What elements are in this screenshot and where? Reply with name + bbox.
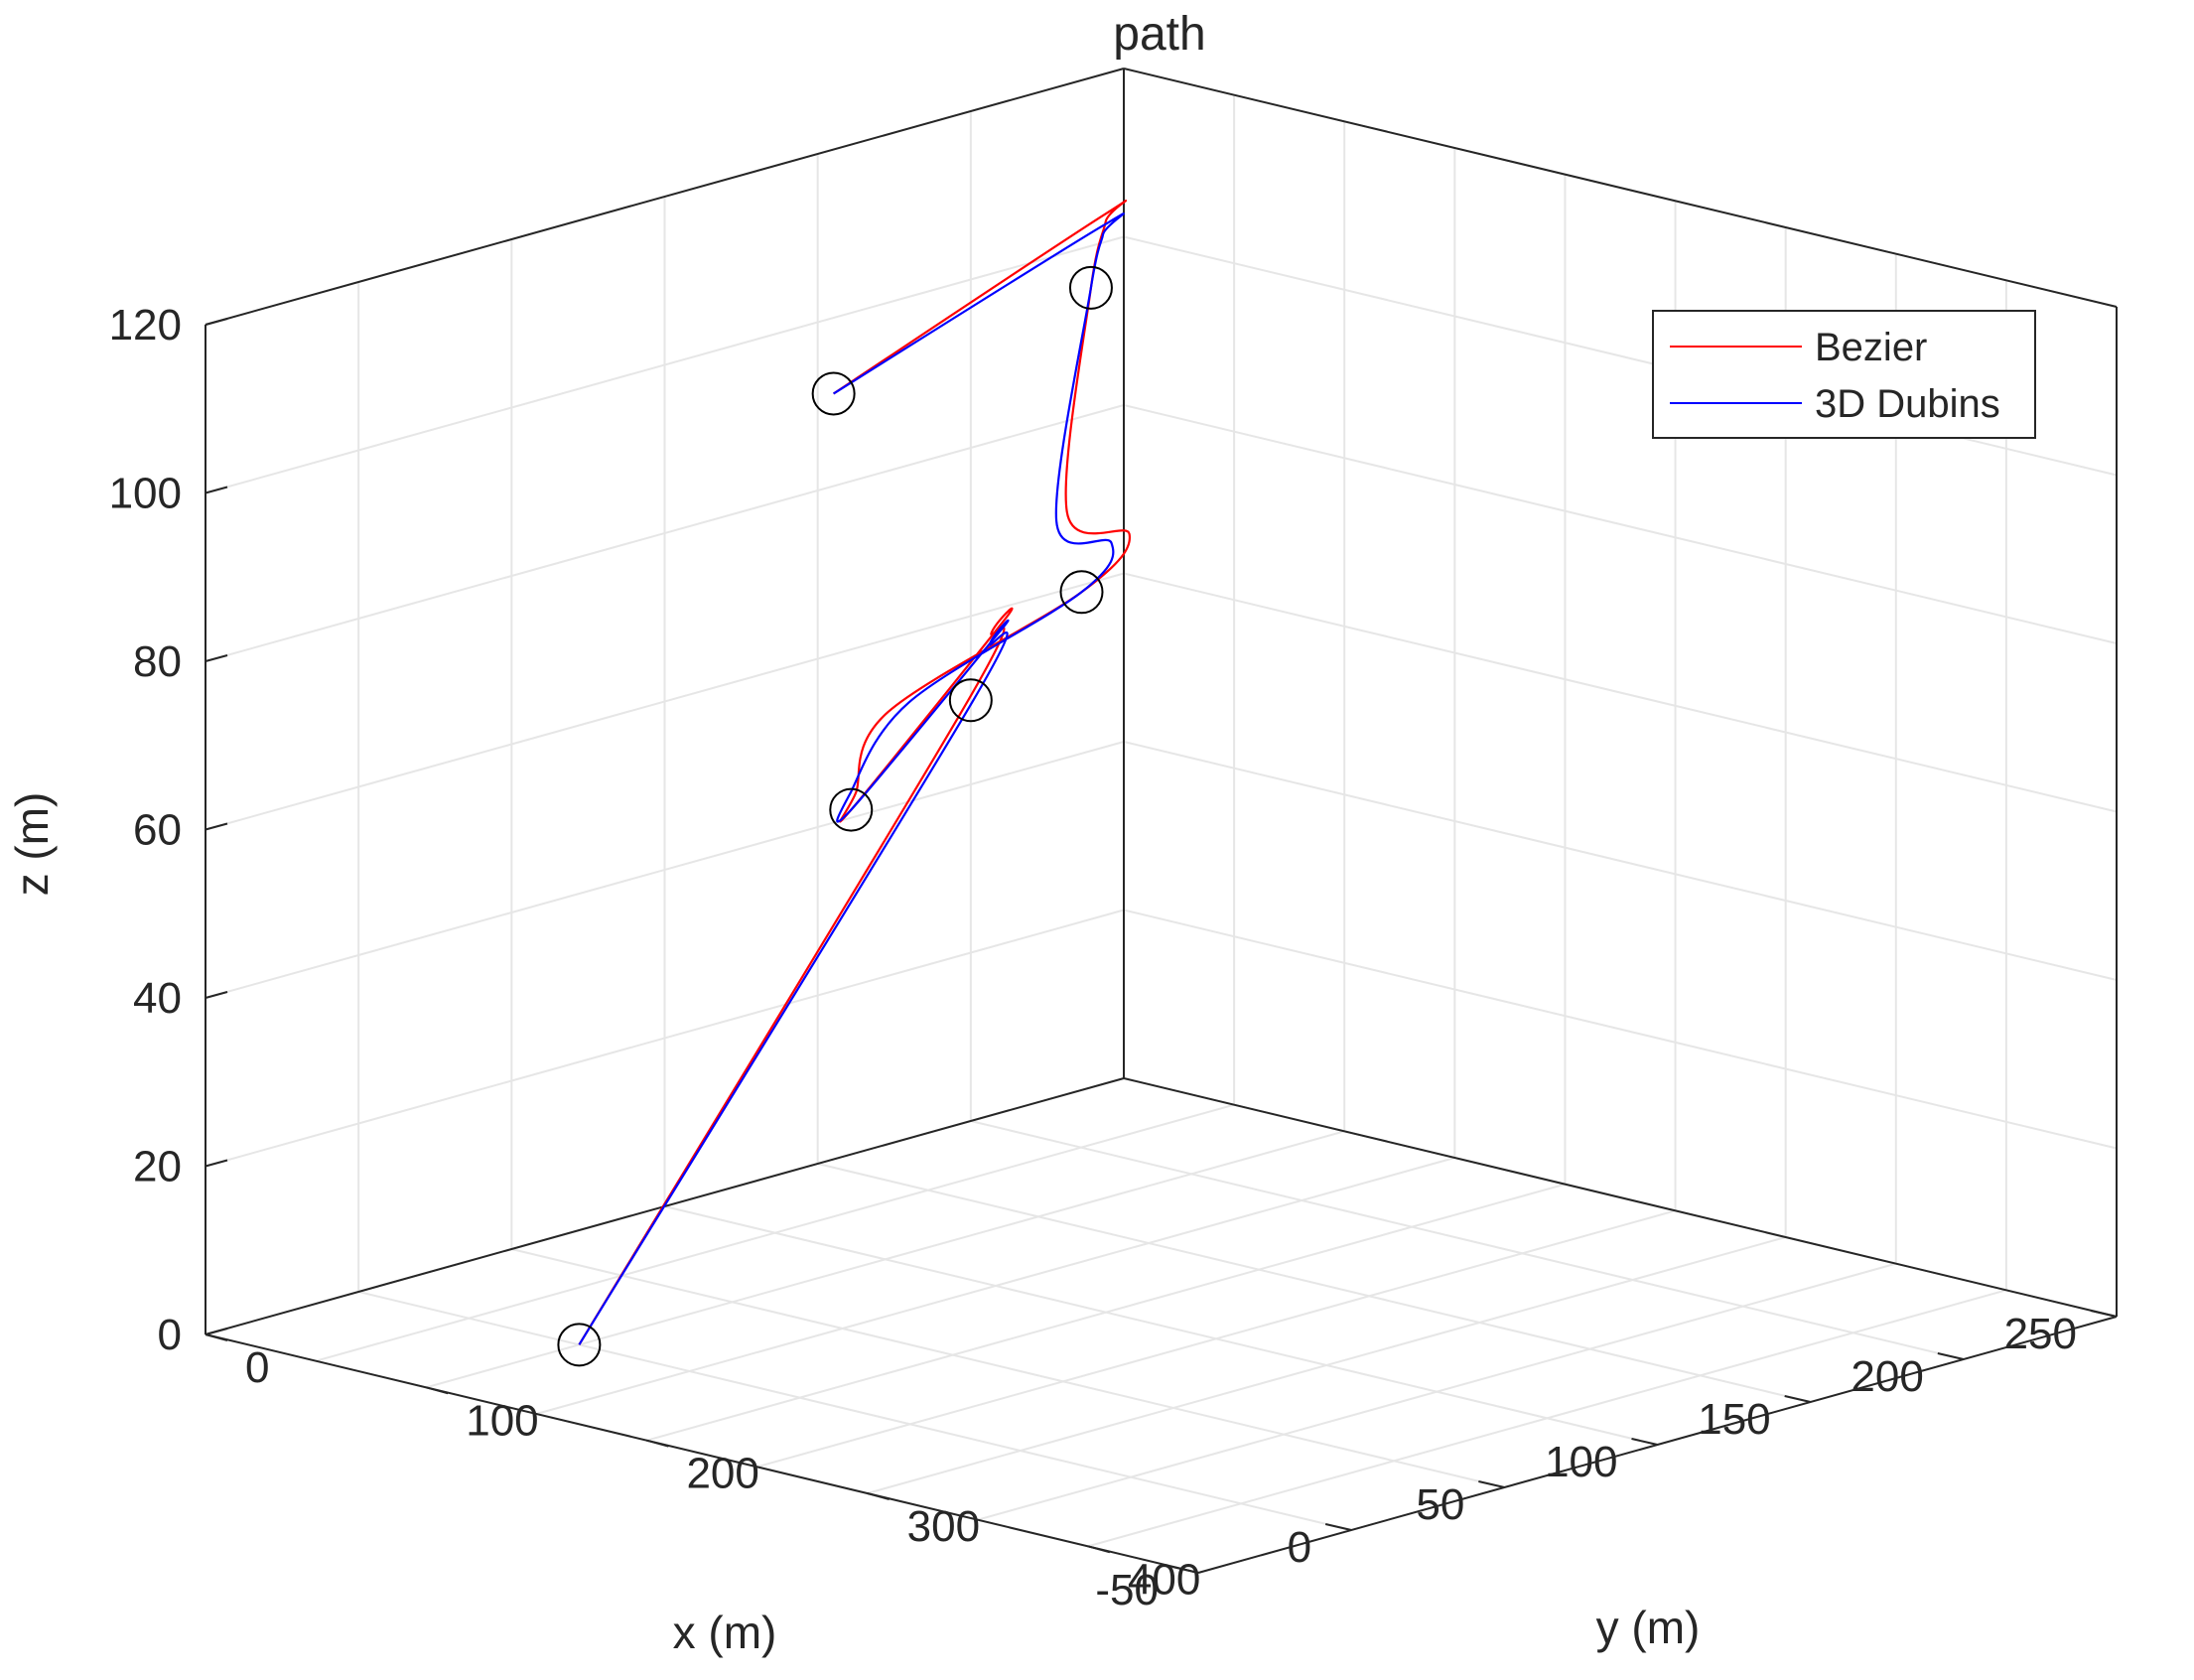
legend: Bezier 3D Dubins <box>1652 310 2036 439</box>
x-tick <box>1631 1438 1658 1446</box>
grid-line <box>867 1236 1786 1494</box>
z-axis-label: z (m) <box>6 792 58 897</box>
grid-line <box>205 404 1125 662</box>
waypoint-markers <box>557 265 1113 1367</box>
z-tick <box>205 486 228 494</box>
x-tick-label: 100 <box>1545 1438 1617 1486</box>
tick-labels: 0 20 40 60 80 100 120 250 200 150 100 50 0 -50 0 100 200… <box>109 301 2077 1614</box>
series-layer <box>578 200 1132 1345</box>
grid-line <box>646 1183 1566 1442</box>
z-tick-label: 60 <box>133 806 182 855</box>
grid-layer <box>205 68 2118 1574</box>
x-tick <box>1324 1523 1352 1531</box>
waypoint-marker <box>1059 570 1104 615</box>
x-tick-label: -50 <box>1095 1566 1159 1614</box>
top-edge-y <box>1123 68 2118 308</box>
y-tick <box>205 1333 228 1341</box>
grid-line <box>205 572 1125 831</box>
y-tick-label: 200 <box>686 1450 758 1498</box>
chart-title: path <box>1113 8 1205 61</box>
z-tick <box>205 1328 228 1335</box>
legend-box <box>1652 310 2036 439</box>
grid-line <box>756 1209 1676 1469</box>
grid-line <box>1123 572 2118 813</box>
x-tick-label: 50 <box>1416 1480 1464 1529</box>
legend-label-3d-dubins: 3D Dubins <box>1815 382 2000 426</box>
z-tick <box>205 991 228 999</box>
y-tick <box>1087 1545 1111 1554</box>
y-tick <box>867 1492 890 1500</box>
x-axis-label: x (m) <box>673 1607 777 1658</box>
z-tick <box>205 654 228 662</box>
x-tick <box>1478 1480 1505 1488</box>
z-tick-label: 120 <box>109 301 182 350</box>
waypoint-marker <box>811 371 856 416</box>
grid-line <box>664 1205 1658 1446</box>
z-tick-label: 80 <box>133 637 182 686</box>
grid-line <box>205 235 1125 494</box>
z-tick <box>205 1159 228 1168</box>
x-tick-label: 200 <box>1851 1352 1923 1401</box>
axes-box <box>205 68 2118 1574</box>
waypoint-marker <box>948 678 993 723</box>
y-tick-label: 400 <box>1128 1555 1200 1604</box>
grid-line <box>315 1103 1235 1362</box>
y-tick-label: 300 <box>907 1502 980 1551</box>
grid-line <box>977 1262 1897 1521</box>
grid-line <box>970 1120 1965 1360</box>
grid-line <box>1087 1289 2007 1548</box>
x-tick <box>1784 1395 1811 1403</box>
y-tick <box>425 1386 449 1395</box>
waypoint-marker <box>557 1323 602 1367</box>
grid-line <box>511 1248 1505 1488</box>
x-tick <box>1171 1566 1199 1574</box>
y-tick <box>646 1439 669 1448</box>
grid-line <box>205 909 1125 1168</box>
grid-line <box>425 1130 1345 1389</box>
legend-label-bezier: Bezier <box>1815 326 1927 369</box>
grid-line <box>1123 741 2118 981</box>
z-tick-label: 40 <box>133 974 182 1023</box>
x-tick-label: 0 <box>1288 1523 1311 1572</box>
y-tick-label: 100 <box>466 1396 538 1445</box>
series-line-3d-dubins <box>578 212 1125 1345</box>
waypoint-marker <box>1068 265 1113 310</box>
z-tick-label: 0 <box>158 1311 182 1359</box>
z-tick <box>205 822 228 831</box>
back-edge-y <box>1123 1077 2118 1318</box>
grid-line <box>205 741 1125 999</box>
grid-line <box>1123 909 2118 1150</box>
grid-line <box>1123 404 2118 644</box>
z-tick <box>205 318 228 326</box>
grid-line <box>357 1291 1352 1531</box>
grid-line <box>536 1157 1455 1415</box>
waypoint-marker <box>829 787 874 832</box>
x-axis-line <box>205 1333 1199 1574</box>
z-tick-label: 20 <box>133 1143 182 1191</box>
x-tick-label: 150 <box>1698 1395 1770 1444</box>
z-tick-label: 100 <box>109 470 182 518</box>
grid-line <box>817 1163 1811 1403</box>
x-tick-label: 250 <box>2004 1310 2077 1358</box>
x-tick <box>1937 1352 1965 1360</box>
y-tick-label: 0 <box>245 1343 269 1392</box>
x-tick <box>2090 1310 2118 1318</box>
y-axis-label: y (m) <box>1596 1602 1701 1653</box>
top-edge-x <box>205 68 1125 326</box>
